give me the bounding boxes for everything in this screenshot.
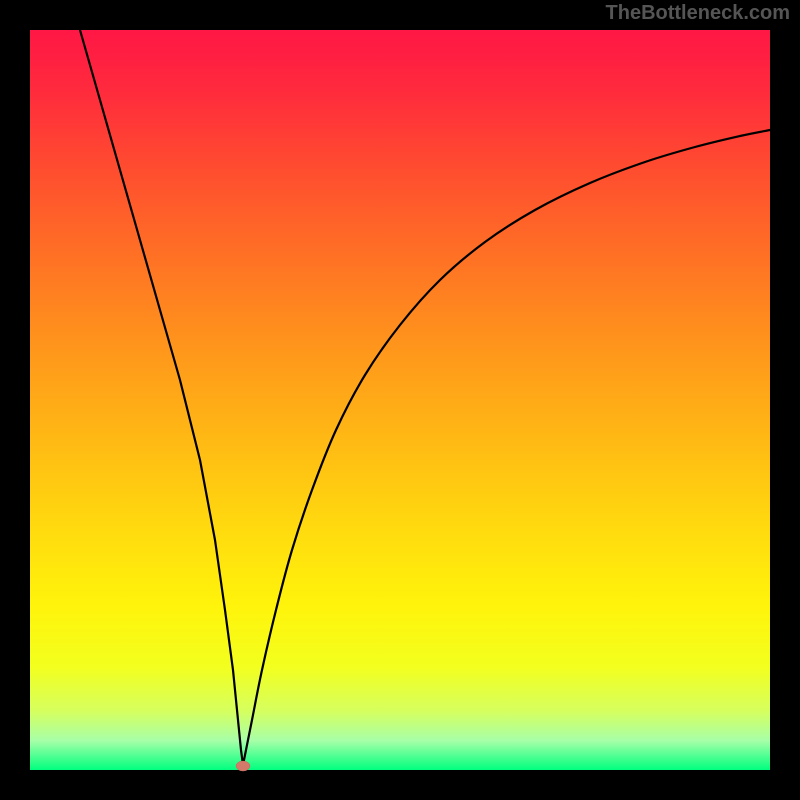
plot-background [30, 30, 770, 770]
watermark-text: TheBottleneck.com [606, 2, 790, 25]
chart-container: TheBottleneck.com [0, 0, 800, 800]
chart-svg [0, 0, 800, 800]
minimum-marker [236, 761, 250, 771]
